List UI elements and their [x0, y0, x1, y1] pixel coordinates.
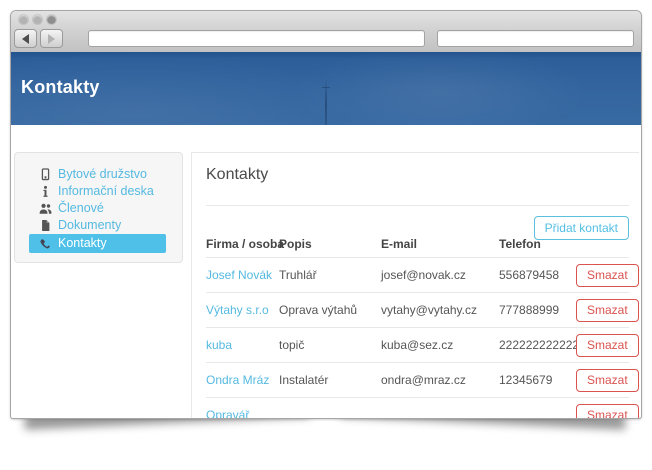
contact-email: josef@novak.cz	[381, 257, 499, 293]
delete-button[interactable]: Smazat	[576, 368, 639, 392]
contacts-table: Firma / osoba Popis E-mail Telefon Josef…	[206, 231, 639, 419]
contact-phone: 12345679	[499, 362, 576, 398]
contact-email: ondra@mraz.cz	[381, 362, 499, 398]
delete-button[interactable]: Smazat	[576, 403, 639, 418]
main-panel: Kontakty Přidat kontakt Firma / osoba Po…	[191, 152, 639, 419]
sidebar-item-clenove[interactable]: Členové	[29, 200, 166, 217]
column-header-popis: Popis	[279, 231, 381, 258]
phone-icon	[39, 237, 52, 250]
table-row: Ondra Mráz Instalatér ondra@mraz.cz 1234…	[206, 362, 639, 398]
table-row: Josef Novák Truhlář josef@novak.cz 55687…	[206, 257, 639, 293]
forward-arrow-icon	[48, 33, 55, 44]
sidebar: Bytové družstvo Informační deska Členové…	[14, 152, 183, 263]
table-row: Výtahy s.r.o Oprava výtahů vytahy@vytahy…	[206, 292, 639, 328]
search-bar-input[interactable]	[437, 30, 634, 47]
column-header-email: E-mail	[381, 231, 499, 258]
info-icon	[39, 185, 52, 198]
document-icon	[39, 219, 52, 232]
sidebar-item-bytove-druzstvo[interactable]: Bytové družstvo	[29, 166, 166, 183]
spire-silhouette	[322, 78, 330, 125]
contact-desc	[279, 397, 381, 418]
page-header: Kontakty	[11, 52, 641, 125]
users-icon	[39, 202, 52, 215]
sidebar-item-label: Bytové družstvo	[58, 167, 147, 181]
window-button-icon[interactable]	[47, 15, 56, 24]
contact-desc: Truhlář	[279, 257, 381, 293]
column-header-firma-osoba: Firma / osoba	[206, 231, 284, 258]
contact-name-link[interactable]: kuba	[206, 338, 233, 352]
back-button[interactable]	[14, 29, 37, 48]
contact-name-link[interactable]: Ondra Mráz	[206, 373, 270, 387]
contact-email: vytahy@vytahy.cz	[381, 292, 499, 328]
browser-titlebar	[11, 11, 641, 53]
contact-name-link[interactable]: Výtahy s.r.o	[206, 303, 269, 317]
sidebar-item-dokumenty[interactable]: Dokumenty	[29, 217, 166, 234]
table-row: kuba topič kuba@sez.cz 222222222222 Smaz…	[206, 327, 639, 363]
page-title: Kontakty	[21, 77, 100, 97]
contact-name-link[interactable]: Josef Novák	[206, 268, 273, 282]
column-header-actions	[576, 231, 629, 258]
section-title: Kontakty	[206, 166, 269, 183]
column-header-telefon: Telefon	[499, 231, 576, 258]
sidebar-item-label: Dokumenty	[58, 218, 122, 232]
contact-phone: 222222222222	[499, 327, 579, 363]
contact-email	[381, 397, 499, 418]
contact-desc: topič	[279, 327, 381, 363]
sidebar-item-label: Členové	[58, 201, 104, 215]
delete-button[interactable]: Smazat	[576, 298, 639, 322]
back-arrow-icon	[22, 33, 29, 44]
delete-button[interactable]: Smazat	[576, 263, 639, 287]
sidebar-item-label: Informační deska	[58, 184, 154, 198]
sidebar-item-kontakty[interactable]: Kontakty	[29, 234, 166, 253]
window-buttons	[19, 15, 56, 24]
contact-phone: 556879458	[499, 257, 576, 293]
sidebar-item-label: Kontakty	[58, 236, 107, 250]
table-header-row: Firma / osoba Popis E-mail Telefon	[206, 231, 629, 258]
delete-button[interactable]: Smazat	[576, 333, 639, 357]
contact-phone: 777888999	[499, 292, 576, 328]
sidebar-item-informacni-deska[interactable]: Informační deska	[29, 183, 166, 200]
contact-phone	[499, 397, 576, 418]
section-divider	[206, 205, 629, 206]
browser-window: Kontakty Bytové družstvo Informační desk…	[10, 10, 642, 419]
contact-desc: Oprava výtahů	[279, 292, 381, 328]
contact-email: kuba@sez.cz	[381, 327, 499, 363]
window-button-icon[interactable]	[19, 15, 28, 24]
window-button-icon[interactable]	[33, 15, 42, 24]
building-icon	[39, 168, 52, 181]
address-bar-input[interactable]	[88, 30, 425, 47]
contact-desc: Instalatér	[279, 362, 381, 398]
table-row: Opravář Smazat	[206, 397, 639, 419]
forward-button[interactable]	[40, 29, 63, 48]
contact-name-link[interactable]: Opravář	[206, 408, 250, 419]
